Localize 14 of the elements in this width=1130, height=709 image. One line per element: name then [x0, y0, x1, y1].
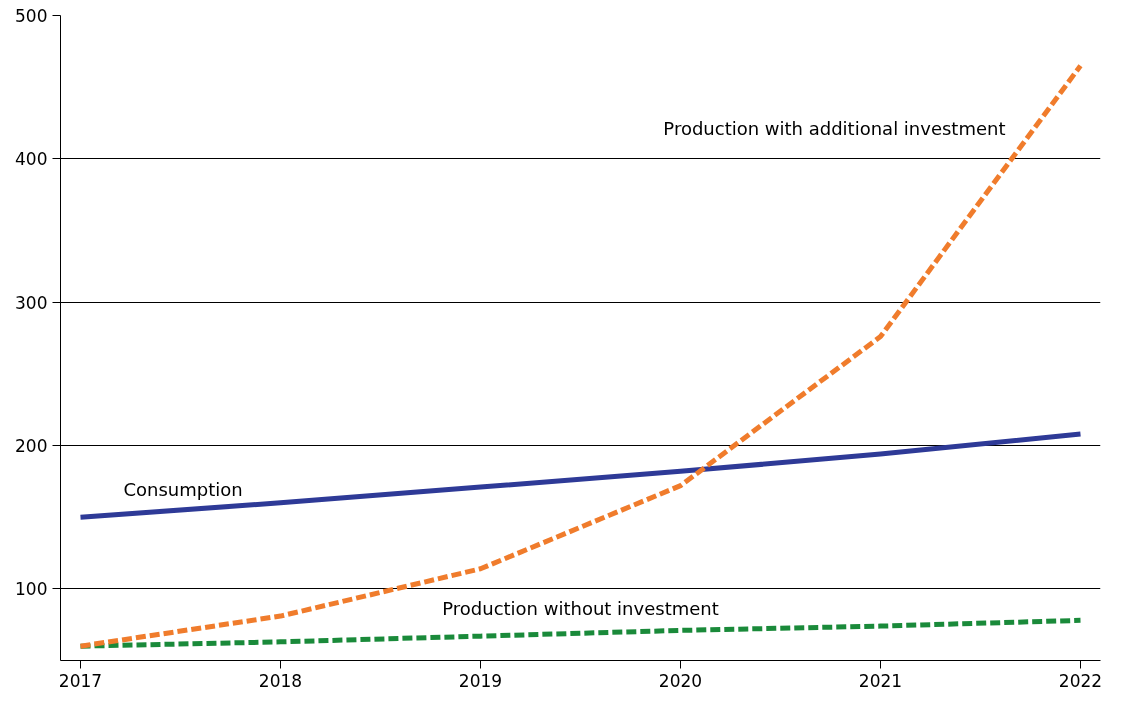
x-tick-label: 2018 — [258, 670, 303, 691]
x-tick-label: 2020 — [658, 670, 703, 691]
y-tick-label: 200 — [15, 436, 48, 456]
y-tick-label: 100 — [15, 579, 48, 600]
x-tick-label: 2019 — [458, 670, 503, 691]
series-label: Production without investment — [442, 597, 719, 619]
series-label: Consumption — [123, 478, 243, 500]
series-label: Production with additional investment — [663, 118, 1006, 140]
y-tick-label: 500 — [15, 6, 48, 26]
x-tick-label: 2017 — [58, 670, 103, 691]
x-tick-label: 2022 — [1058, 670, 1103, 691]
y-tick-label: 300 — [15, 292, 48, 313]
y-tick-label: 400 — [15, 149, 48, 170]
x-tick-label: 2021 — [858, 670, 903, 691]
